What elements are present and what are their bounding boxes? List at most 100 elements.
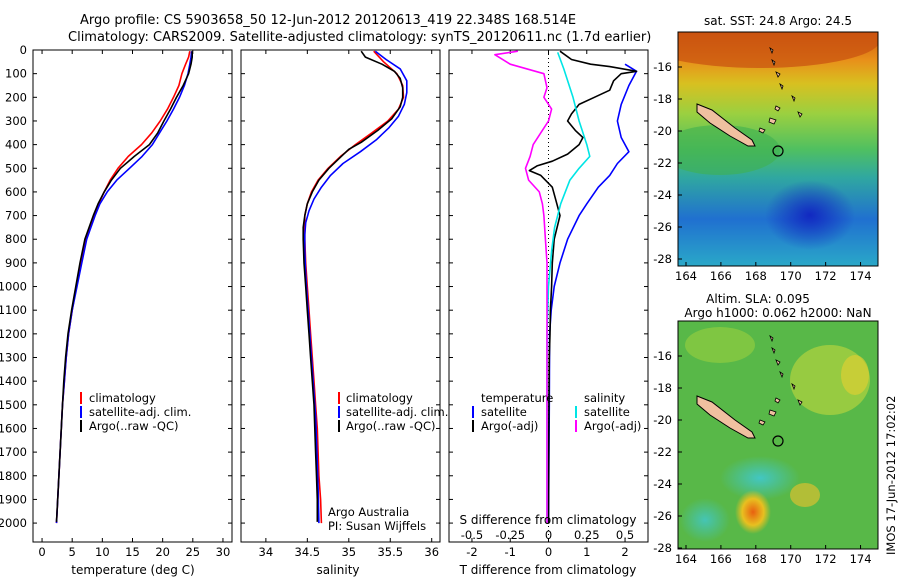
depth-tick-label: 100 (5, 67, 27, 81)
x-tick-labels: 0 5 10 15 20 25 30 34 34.5 35 35.5 36 -2 -1 0 1 2 -0.5 -0.… (38, 528, 634, 559)
sla-map-title-line2: Argo h1000: 0.062 h2000: NaN (684, 306, 871, 320)
argo-location-marker (772, 435, 784, 447)
sla-cyan-patch (680, 498, 730, 542)
figure-title-line1: Argo profile: CS 5903658_50 12-Jun-2012 … (80, 13, 576, 28)
series-line-s-argo-adj- (494, 50, 553, 524)
legend-t-satellite-label: satellite (481, 405, 527, 419)
depth-tick-label: 900 (5, 256, 27, 270)
salinity-panel (240, 49, 441, 543)
s-tick-label: -0.25 (495, 528, 525, 542)
map-x-tick-label: 170 (780, 269, 802, 283)
map-y-tick-label: -18 (653, 381, 672, 395)
depth-tick-label: 1800 (0, 469, 27, 483)
depth-tick-label: 800 (5, 232, 27, 246)
sst-warm-north (678, 32, 878, 68)
map-y-tick-label: -16 (653, 60, 672, 74)
s-tick-label: 0.5 (616, 528, 634, 542)
map-x-tick-label: 174 (850, 269, 872, 283)
map-x-tick-label: 166 (710, 552, 732, 566)
x-tick-label: 1 (583, 545, 590, 559)
t-diff-xlabel: T difference from climatology (459, 563, 637, 577)
series-line-t-satellite (547, 63, 638, 524)
map-y-tick-label: -20 (653, 413, 672, 427)
temperature-legend: climatology satellite-adj. clim. Argo(..… (80, 391, 191, 433)
x-tick-label: 35.5 (377, 545, 403, 559)
profile-lines (55, 50, 638, 524)
sla-map-title-line1: Altim. SLA: 0.095 (706, 292, 810, 306)
series-line-satellite-adj-clim- (304, 50, 408, 524)
series-line-satellite-adj-clim- (55, 51, 193, 524)
sla-warm-eddy (735, 490, 771, 534)
depth-tick-label: 600 (5, 185, 27, 199)
depth-tick-label: 1200 (0, 327, 27, 341)
salinity-legend: climatology satellite-adj. clim. Argo(..… (338, 391, 448, 433)
map-x-tick-label: 168 (745, 552, 767, 566)
legend-t-argo-label: Argo(-adj) (481, 419, 538, 433)
legend-s-argo-label: Argo(-adj) (584, 419, 641, 433)
legend-salinity-head: salinity (584, 391, 625, 405)
s-tick-label: -0.5 (461, 528, 483, 542)
depth-tick-label: 1000 (0, 280, 27, 294)
depth-tick-label: 2000 (0, 516, 27, 530)
temperature-panel (32, 49, 233, 543)
new-caledonia-island (696, 395, 756, 439)
depth-tick-label: 200 (5, 90, 27, 104)
map-y-tick-label: -28 (653, 252, 672, 266)
legend-temperature-head: temperature (481, 391, 553, 405)
new-caledonia-island (696, 103, 756, 147)
depth-axis-labels: 0 100 200 300 400 500 600 700 800 900 1000 1100 1200… (0, 43, 27, 530)
s-tick-label: 0.25 (574, 528, 600, 542)
map-y-tick-label: -26 (653, 509, 672, 523)
vanuatu-islands (769, 334, 803, 406)
legend-climatology-label: climatology (346, 391, 413, 405)
depth-tick-label: 1500 (0, 398, 27, 412)
x-tick-label: 5 (69, 545, 76, 559)
depth-tick-label: 1400 (0, 374, 27, 388)
sla-warm-eddy (790, 483, 820, 507)
depth-tick-label: 500 (5, 161, 27, 175)
depth-tick-label: 400 (5, 138, 27, 152)
map-x-tick-label: 164 (675, 552, 697, 566)
sla-yellow-patch (685, 327, 755, 363)
x-tick-label: 10 (95, 545, 110, 559)
series-line-argo-raw-qc- (302, 50, 404, 522)
sla-map-ticks: 164 166 168 170 172 174 -16 -18 -20 -22 -24 -26 -28 (653, 349, 871, 566)
x-tick-label: 15 (125, 545, 140, 559)
x-tick-label: 30 (216, 545, 231, 559)
depth-tick-label: 300 (5, 114, 27, 128)
map-y-tick-label: -16 (653, 349, 672, 363)
x-tick-label: 34.5 (295, 545, 321, 559)
x-tick-label: 20 (155, 545, 170, 559)
map-x-tick-label: 164 (675, 269, 697, 283)
series-line-argo-raw-qc- (55, 51, 193, 522)
map-y-tick-label: -22 (653, 156, 672, 170)
axis-ticks (33, 49, 648, 542)
legend-climatology-label: climatology (89, 391, 156, 405)
sst-cold-eddy (765, 180, 855, 250)
series-line-t-argo-adj- (528, 50, 638, 524)
s-diff-xlabel: S difference from climatology (460, 513, 637, 527)
sla-cyan-patch (720, 456, 800, 500)
depth-tick-label: 1600 (0, 421, 27, 435)
x-tick-label: 34 (259, 545, 274, 559)
map-y-tick-label: -20 (653, 124, 672, 138)
salinity-xlabel: salinity (316, 563, 359, 577)
x-tick-label: 36 (424, 545, 439, 559)
sst-map-title: sat. SST: 24.8 Argo: 24.5 (704, 14, 852, 28)
legend-satellite-label: satellite-adj. clim. (89, 405, 191, 419)
map-y-tick-label: -24 (653, 188, 672, 202)
map-y-tick-label: -28 (653, 541, 672, 555)
map-y-tick-label: -26 (653, 220, 672, 234)
difference-legend: temperature satellite Argo(-adj) salinit… (472, 391, 641, 433)
sla-map (678, 321, 878, 549)
sst-map-frame (677, 31, 879, 267)
figure-title-line2: Climatology: CARS2009. Satellite-adjuste… (68, 30, 651, 45)
depth-tick-label: 1900 (0, 492, 27, 506)
vanuatu-islands (769, 46, 803, 118)
map-y-tick-label: -22 (653, 445, 672, 459)
sla-warm-eddy (841, 355, 869, 395)
loyalty-islands (758, 397, 781, 426)
x-tick-label: 0 (38, 545, 45, 559)
x-tick-label: 35 (341, 545, 356, 559)
map-y-tick-label: -18 (653, 92, 672, 106)
